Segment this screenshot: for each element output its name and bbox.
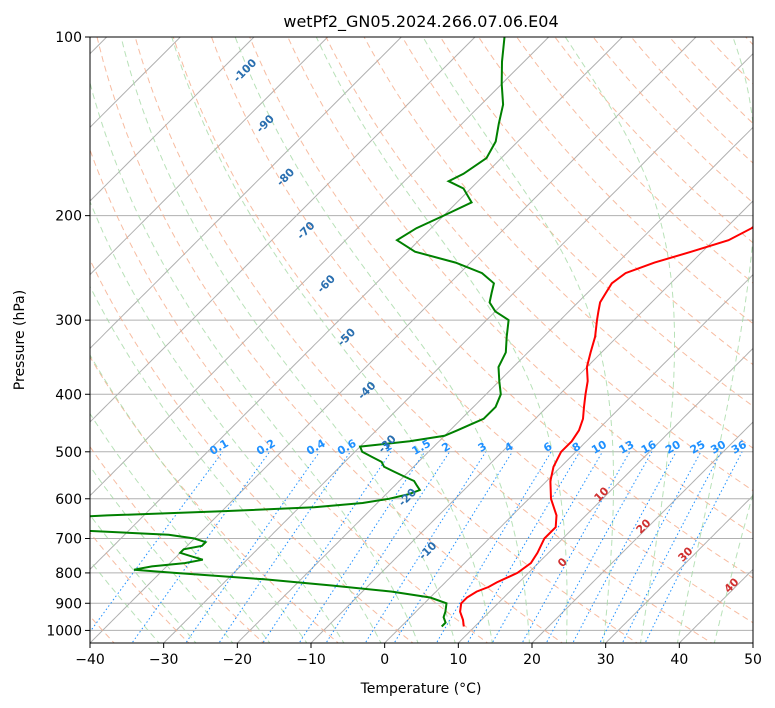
- moist-adiabat-line: [90, 465, 234, 643]
- isotherm-line: [678, 568, 753, 643]
- isotherm-line: [90, 37, 697, 643]
- moist-adiabat-line: [120, 37, 456, 643]
- dry-adiabat-line: [90, 445, 265, 643]
- moist-adiabat-line: [234, 37, 530, 643]
- y-tick-label: 600: [55, 492, 82, 508]
- mixing-ratio-line: [644, 451, 743, 643]
- x-axis-ticks: −40 −30 −20 −10 0 10 20 30 40 50: [75, 643, 762, 668]
- isotherm-line: [90, 37, 624, 571]
- moist-adiabat-line: [422, 37, 614, 643]
- moist-adiabat-line: [676, 37, 753, 643]
- moist-adiabat-line: [90, 353, 308, 643]
- x-tick-label: −20: [223, 652, 253, 668]
- x-tick-label: 30: [597, 652, 615, 668]
- moist-adiabat-line: [90, 412, 271, 643]
- x-axis-label: Temperature (°C): [360, 681, 482, 697]
- sounding-series: [90, 37, 753, 628]
- dry-adiabat-line: [210, 37, 753, 624]
- y-tick-label: 300: [55, 313, 82, 329]
- y-tick-label: 1000: [46, 623, 82, 639]
- moist-adiabat-line: [171, 37, 493, 643]
- mixing-ratio-line: [90, 451, 224, 633]
- moist-adiabat-line: [90, 200, 382, 643]
- moist-adiabat-line: [713, 491, 753, 643]
- mixing-ratio-line: [572, 451, 677, 643]
- mixing-ratio-line: [491, 451, 603, 643]
- isotherm-line: [752, 642, 753, 643]
- isotherm-line: [90, 37, 476, 423]
- chart-title: wetPf2_GN05.2024.266.07.06.E04: [283, 12, 558, 32]
- moist-adiabat-line: [564, 37, 675, 643]
- moist-adiabat-line: [90, 560, 160, 643]
- moist-adiabat-line: [90, 80, 419, 643]
- y-axis-ticks: 100 200 300 400 500 600 700 800 900 1000: [46, 30, 90, 639]
- mixing-ratio-line: [262, 451, 392, 643]
- mixing-ratio-line: [131, 451, 271, 643]
- x-tick-label: 50: [744, 652, 762, 668]
- y-tick-label: 500: [55, 445, 82, 461]
- dry-adiabat-line: [90, 355, 340, 643]
- x-tick-label: −40: [75, 652, 105, 668]
- y-tick-label: 900: [55, 596, 82, 612]
- isotherm-line: [457, 347, 753, 643]
- moist-adiabat-line: [90, 285, 345, 643]
- mixing-ratio-line: [185, 451, 321, 643]
- dry-adiabat-line: [96, 37, 564, 643]
- y-tick-label: 100: [55, 30, 82, 46]
- isotherm-line: [310, 200, 753, 643]
- isotherm-line: [90, 37, 403, 350]
- plot-background: [90, 37, 753, 643]
- isotherm-line: [162, 52, 753, 643]
- plot-frame: [89, 36, 754, 644]
- mixing-ratio-line: [298, 451, 426, 643]
- mixing-ratio-line: [218, 451, 351, 643]
- y-tick-label: 200: [55, 209, 82, 225]
- moist-adiabat-line: [315, 37, 568, 643]
- y-tick-label: 800: [55, 566, 82, 582]
- mixing-ratio-line: [364, 451, 487, 643]
- isotherm-line: [531, 421, 753, 643]
- y-tick-label: 400: [55, 387, 82, 403]
- mixing-ratio-line: [466, 451, 581, 643]
- mixing-ratio-line: [599, 451, 702, 643]
- x-tick-label: 20: [523, 652, 541, 668]
- dry-adiabat-line: [90, 148, 489, 643]
- x-tick-label: −30: [149, 652, 179, 668]
- mixing-ratio-line: [621, 451, 722, 643]
- dewpoint-profile-line: [90, 37, 510, 628]
- dry-adiabat-line: [287, 37, 753, 535]
- mixing-ratio-line: [393, 451, 513, 643]
- isotherm-line: [604, 494, 753, 643]
- dry-adiabat-line: [90, 258, 414, 643]
- temperature-profile-line: [459, 225, 753, 627]
- x-tick-label: 10: [449, 652, 467, 668]
- isotherm-line: [236, 126, 753, 643]
- x-tick-label: −10: [296, 652, 326, 668]
- x-tick-label: 40: [670, 652, 688, 668]
- background-lines: [90, 24, 775, 646]
- mixing-ratio-line: [325, 451, 451, 643]
- dry-adiabat-line: [134, 37, 638, 643]
- x-tick-label: 0: [380, 652, 389, 668]
- dry-adiabat-line: [771, 24, 775, 646]
- isotherm-line: [90, 37, 550, 497]
- y-tick-label: 700: [55, 532, 82, 548]
- y-axis-label: Pressure (hPa): [12, 290, 28, 390]
